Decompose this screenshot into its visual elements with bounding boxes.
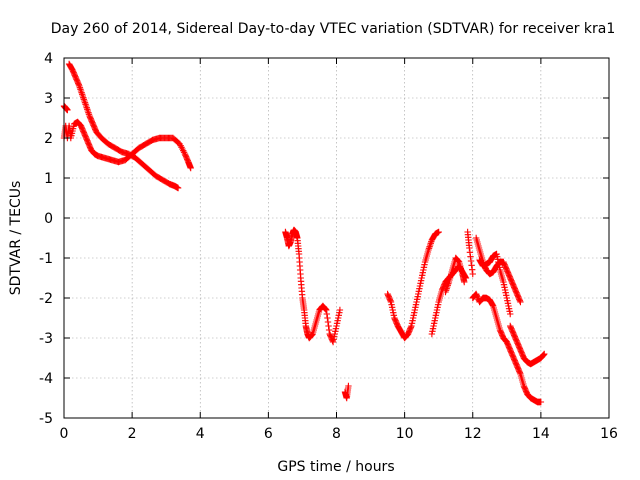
- x-tick-label: 14: [532, 426, 550, 442]
- x-tick-label: 8: [332, 426, 341, 442]
- grid-layer: [64, 58, 609, 418]
- data-point: [516, 369, 524, 376]
- y-tick-label: -2: [39, 291, 53, 307]
- data-point: [174, 184, 182, 192]
- data-point: [325, 326, 333, 334]
- y-axis-label: SDTVAR / TECUs: [8, 181, 24, 296]
- data-point: [387, 297, 394, 304]
- data-point: [321, 305, 329, 312]
- data-point: [323, 306, 330, 314]
- points-layer: [60, 60, 548, 406]
- data-point: [467, 253, 474, 260]
- series-arc-6: [384, 228, 442, 342]
- data-point: [329, 337, 336, 344]
- series-arc-2: [60, 118, 194, 172]
- data-point: [407, 324, 415, 331]
- data-point: [468, 262, 475, 269]
- data-point: [345, 382, 352, 390]
- series-arc-1: [65, 60, 182, 192]
- data-point: [537, 398, 545, 406]
- x-axis-label: GPS time / hours: [277, 459, 394, 475]
- data-point: [323, 310, 331, 318]
- series-arc-4: [282, 226, 344, 346]
- data-point: [468, 266, 476, 273]
- series-arc-5: [341, 382, 352, 402]
- series-arc-9: [464, 228, 476, 278]
- data-point: [540, 351, 547, 358]
- data-point: [187, 164, 194, 172]
- data-point: [325, 322, 332, 330]
- y-tick-label: -5: [39, 411, 53, 427]
- data-point: [435, 228, 442, 236]
- data-point: [324, 314, 331, 322]
- data-point: [467, 257, 475, 265]
- series-arc-12: [476, 250, 514, 318]
- y-tick-label: -3: [39, 331, 53, 347]
- chart-title: Day 260 of 2014, Sidereal Day-to-day VTE…: [51, 21, 616, 37]
- x-tick-label: 0: [60, 426, 69, 442]
- y-tick-label: 2: [44, 131, 53, 147]
- data-point: [466, 249, 474, 256]
- y-tick-label: 4: [44, 51, 53, 67]
- data-point: [461, 278, 468, 286]
- y-tick-label: 0: [44, 211, 53, 227]
- series-arc-3: [60, 102, 71, 114]
- x-tick-label: 12: [464, 426, 482, 442]
- y-tick-label: -4: [39, 371, 53, 387]
- data-point: [466, 244, 473, 252]
- x-tick-label: 2: [128, 426, 137, 442]
- x-tick-label: 10: [396, 426, 414, 442]
- data-point: [489, 301, 496, 309]
- series-arc-10: [469, 290, 545, 406]
- y-tick-label: 3: [44, 91, 53, 107]
- y-tick-label: 1: [44, 171, 53, 187]
- data-point: [469, 270, 476, 278]
- series-arc-8: [442, 254, 468, 296]
- data-point: [322, 306, 329, 313]
- data-point: [308, 332, 315, 339]
- data-point: [517, 298, 524, 306]
- data-point: [454, 257, 462, 264]
- data-point: [336, 306, 344, 314]
- data-point: [539, 352, 547, 359]
- x-tick-label: 16: [600, 426, 618, 442]
- data-point: [64, 106, 71, 114]
- x-tick-label: 6: [264, 426, 273, 442]
- x-tick-label: 4: [196, 426, 205, 442]
- y-tick-label: -1: [39, 251, 53, 267]
- series-arc-13: [507, 322, 548, 368]
- data-point: [507, 310, 514, 318]
- data-point: [541, 350, 548, 358]
- data-point: [75, 81, 82, 88]
- data-point: [516, 297, 524, 304]
- data-point: [324, 318, 332, 326]
